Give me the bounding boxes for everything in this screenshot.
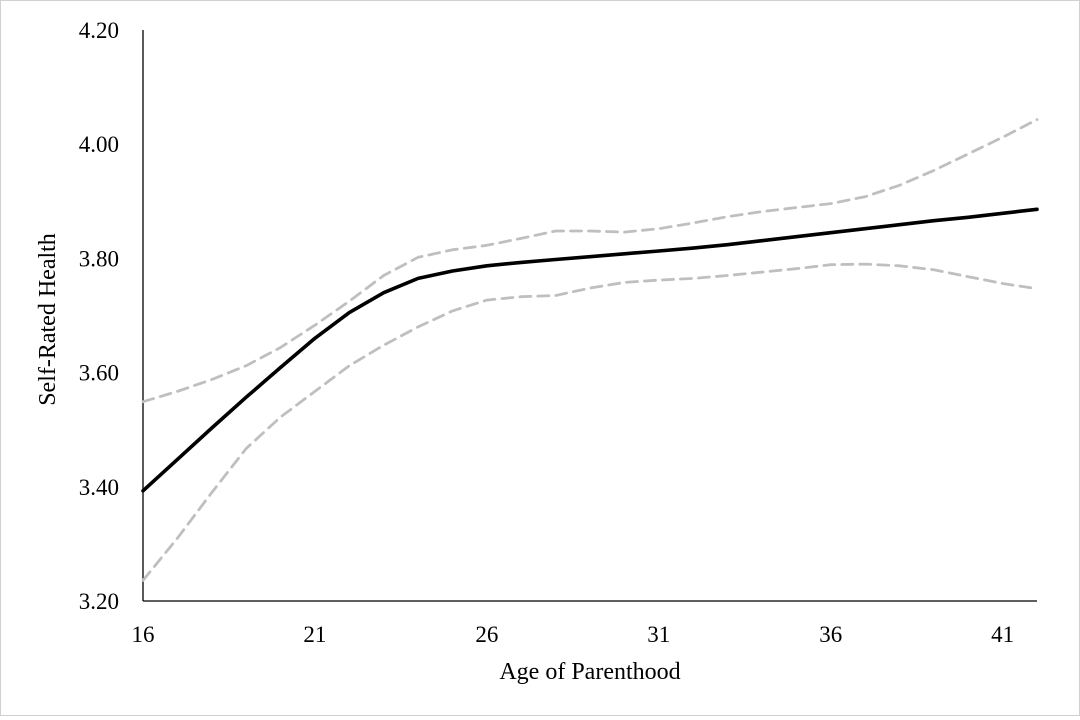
y-tick-label: 3.80 — [79, 246, 119, 271]
x-tick-label: 41 — [991, 622, 1014, 647]
y-axis-title: Self-Rated Health — [35, 233, 61, 406]
x-tick-label: 16 — [132, 622, 155, 647]
series-line-lower-bound — [141, 262, 1039, 582]
x-tick-label: 31 — [647, 622, 670, 647]
x-tick-label: 36 — [819, 622, 842, 647]
x-tick-label: 21 — [303, 622, 326, 647]
series-line-estimate — [141, 207, 1039, 493]
y-tick-label: 4.20 — [79, 18, 119, 43]
y-tick-label: 3.40 — [79, 475, 119, 500]
x-tick-label: 26 — [475, 622, 498, 647]
x-axis: 16 21 26 31 36 41 — [132, 600, 1037, 647]
y-tick-label: 3.60 — [79, 361, 119, 386]
series-line-upper-bound — [141, 118, 1039, 404]
series-layer — [141, 118, 1039, 582]
y-tick-label: 4.00 — [79, 132, 119, 157]
y-axis: 3.20 3.40 3.60 3.80 4.00 4.20 — [79, 18, 144, 614]
x-axis-title: Age of Parenthood — [499, 659, 680, 685]
y-tick-label: 3.20 — [79, 589, 119, 614]
